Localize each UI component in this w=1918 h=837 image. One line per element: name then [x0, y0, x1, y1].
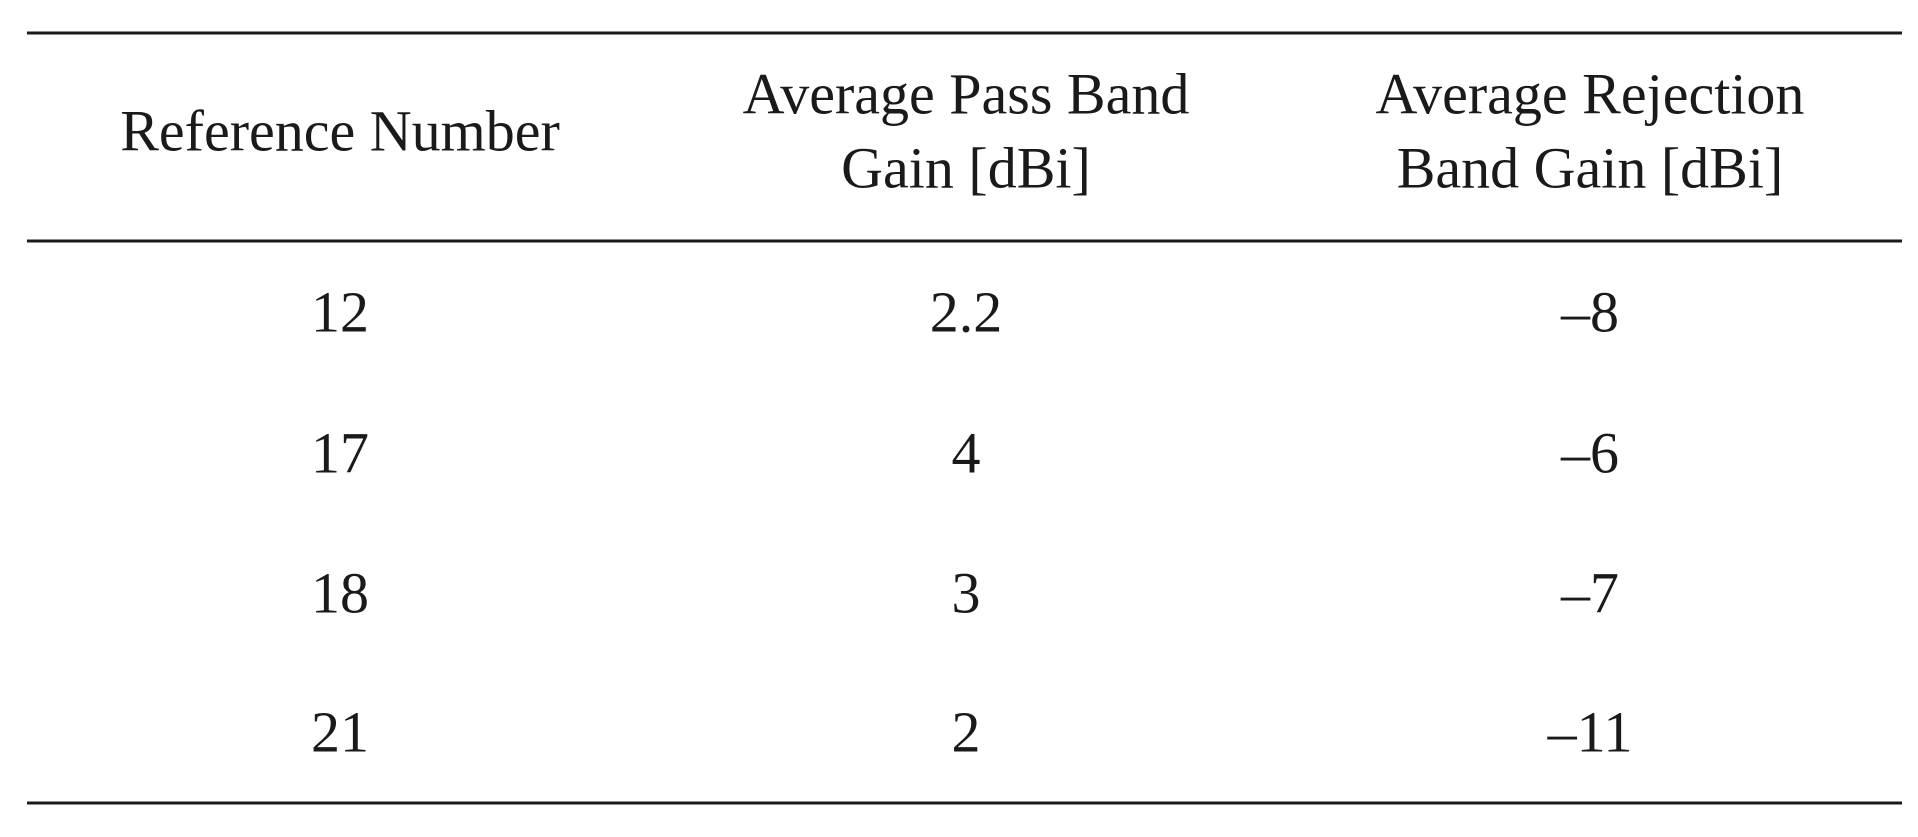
cell: 4	[952, 420, 981, 485]
header-cell: Average Rejection	[1376, 61, 1805, 126]
cell: –6	[1560, 420, 1619, 485]
cell: 3	[952, 560, 981, 625]
cell: 2	[952, 699, 981, 764]
cell: –7	[1560, 560, 1619, 625]
header-cell: Band Gain [dBi]	[1397, 135, 1784, 200]
cell: 17	[311, 420, 369, 485]
header-cell: Reference Number	[120, 98, 560, 163]
cell: –8	[1560, 279, 1619, 344]
header-cell: Average Pass Band	[743, 61, 1190, 126]
header-cell: Gain [dBi]	[841, 135, 1091, 200]
cell: 18	[311, 560, 369, 625]
cell: 12	[311, 279, 369, 344]
cell: 2.2	[930, 279, 1003, 344]
cell: 21	[311, 699, 369, 764]
cell: –11	[1547, 699, 1633, 764]
